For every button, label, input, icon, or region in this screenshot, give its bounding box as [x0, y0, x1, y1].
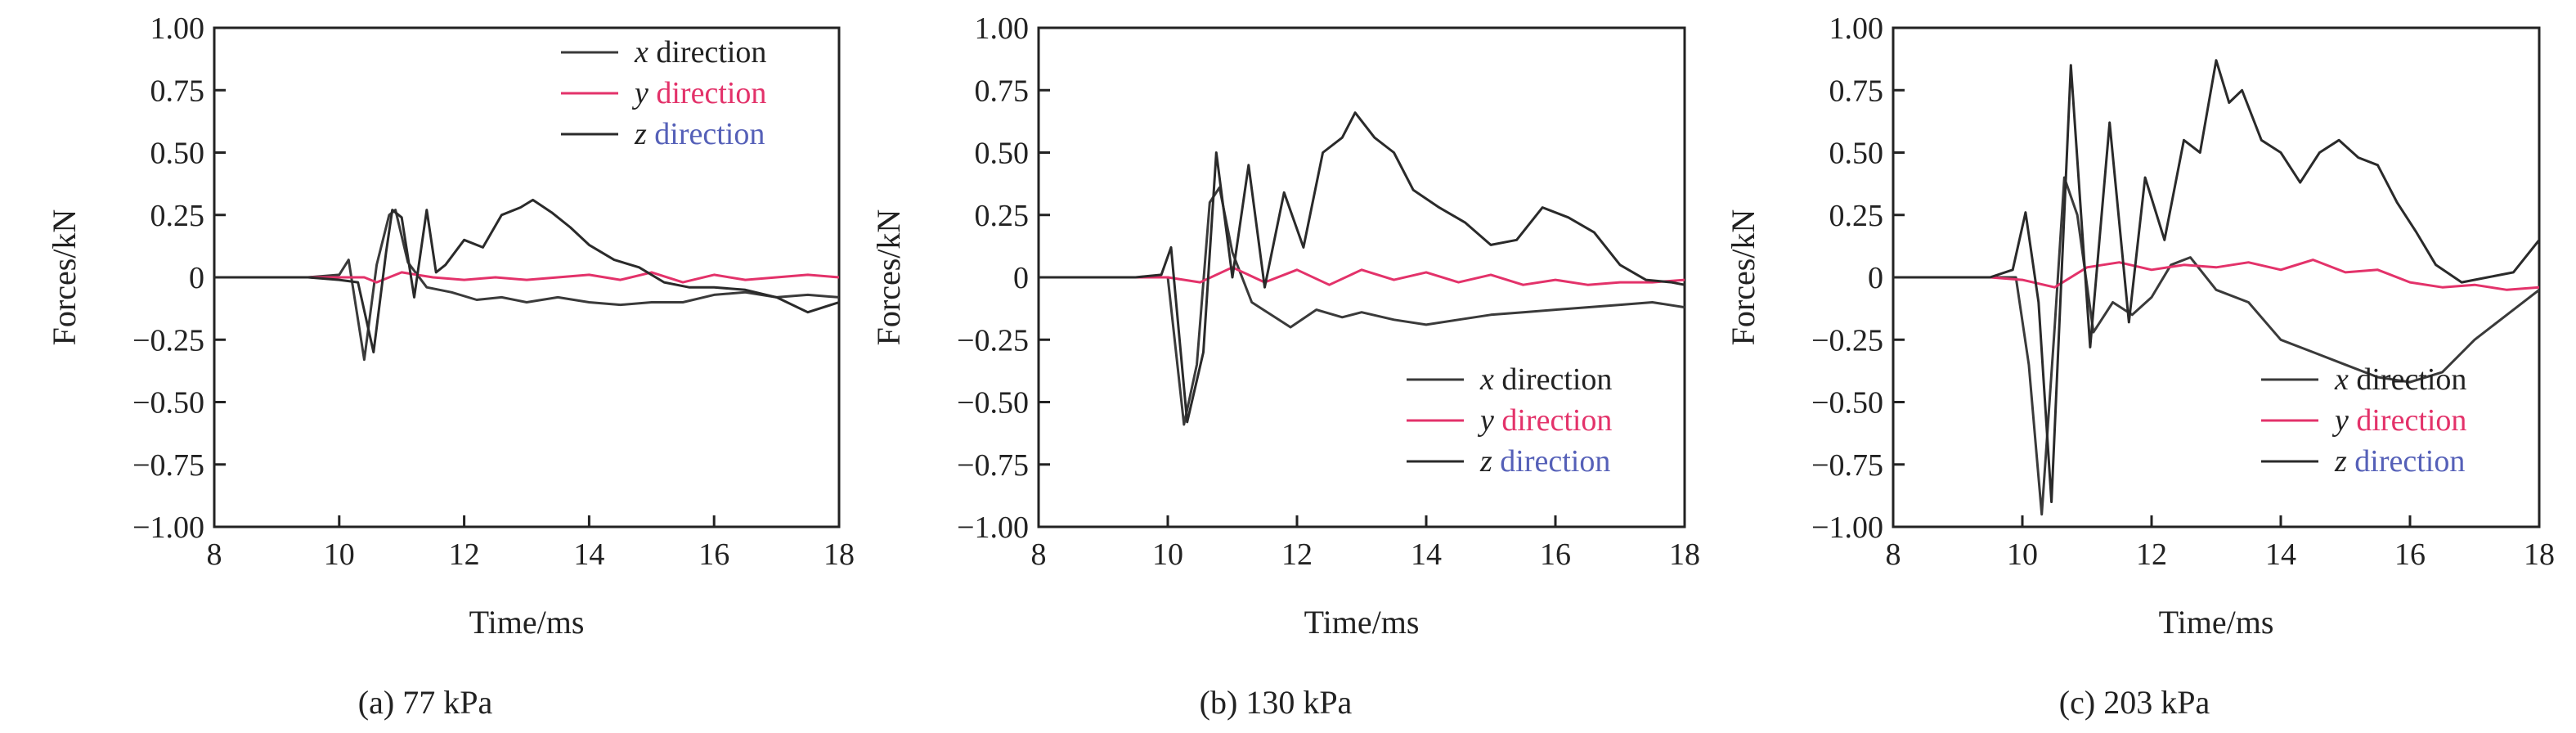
x-tick-label: 14: [2265, 537, 2296, 572]
z-direction-series: [1893, 59, 2539, 503]
y-tick-label: −1.00: [1811, 510, 1883, 545]
legend-entry-y: y direction: [2331, 403, 2466, 438]
legend-text: direction: [647, 117, 765, 151]
x-tick-label: 10: [2007, 537, 2038, 572]
x-tick-label: 8: [1031, 537, 1047, 572]
y-axis-label: Forces/kN: [46, 209, 83, 346]
x-tick-label: 10: [1152, 537, 1183, 572]
legend-entry-z: z direction: [2334, 444, 2465, 479]
x-tick-label: 8: [1886, 537, 1901, 572]
y-tick-label: 0: [189, 261, 204, 295]
x-tick-label: 12: [449, 537, 480, 572]
legend-text: direction: [648, 76, 767, 110]
y-tick-label: −0.25: [1811, 323, 1883, 358]
y-direction-series: [214, 271, 839, 284]
legend-entry-y: y direction: [1477, 403, 1612, 438]
y-tick-label: −0.75: [1811, 448, 1883, 483]
y-tick-label: −1.00: [132, 510, 204, 545]
y-tick-label: −0.50: [957, 386, 1029, 420]
y-tick-label: −0.25: [132, 323, 204, 358]
y-tick-label: 0.50: [150, 137, 205, 171]
x-tick-label: 8: [207, 537, 222, 572]
x-tick-label: 12: [1281, 537, 1313, 572]
x-direction-series: [1039, 186, 1685, 426]
legend-text: direction: [648, 35, 767, 70]
y-tick-label: 0.50: [1829, 137, 1884, 171]
legend-text: direction: [2349, 362, 2467, 397]
panel-caption: (c) 203 kPa: [2059, 684, 2210, 721]
legend-var: x: [1479, 362, 1494, 397]
chart-panel-1: 1.00 0.75 0.50 0.25 0 −0.25 −0.50 −0.75 −1.008 10…: [46, 11, 855, 721]
legend-var: x: [634, 35, 648, 70]
legend-entry-z: z direction: [634, 117, 765, 151]
x-tick-label: 14: [1411, 537, 1442, 572]
legend-var: z: [634, 117, 647, 151]
legend-entry-y: y direction: [631, 76, 766, 110]
y-tick-label: 0: [1868, 261, 1883, 295]
x-tick-label: 10: [324, 537, 355, 572]
legend-var: y: [1477, 403, 1494, 438]
y-tick-label: −0.75: [132, 448, 204, 483]
y-tick-label: 0: [1013, 261, 1029, 295]
chart-panel-2: 1.00 0.75 0.50 0.25 0 −0.25 −0.50 −0.75 −1.008 10…: [870, 11, 1700, 721]
y-tick-label: 0.25: [975, 199, 1030, 233]
x-tick-label: 18: [824, 537, 855, 572]
legend-entry-x: x direction: [2334, 362, 2466, 397]
x-tick-label: 18: [2524, 537, 2555, 572]
x-tick-label: 14: [573, 537, 604, 572]
y-axis-label: Forces/kN: [1725, 209, 1761, 346]
y-tick-label: 0.75: [975, 74, 1030, 108]
x-axis-label: Time/ms: [1304, 604, 1420, 641]
y-tick-label: 0.75: [150, 74, 205, 108]
panels-root: 1.000.750.500.250−0.25−0.50−0.75−1.008 10…: [46, 11, 2555, 721]
x-direction-series: [1893, 176, 2539, 516]
legend-text: direction: [2349, 403, 2467, 438]
y-axis-label: Forces/kN: [870, 209, 907, 346]
z-direction-series: [1039, 111, 1685, 424]
legend-entry-z: z direction: [1479, 444, 1610, 479]
x-axis-label: Time/ms: [2159, 604, 2274, 641]
y-direction-series: [1893, 259, 2539, 291]
x-tick-label: 16: [698, 537, 729, 572]
y-tick-label: 1.00: [150, 11, 205, 46]
y-tick-label: 0.50: [975, 137, 1030, 171]
x-tick-label: 16: [2394, 537, 2426, 572]
y-tick-label: 0.25: [150, 199, 205, 233]
z-direction-series: [214, 198, 839, 353]
legend-var: y: [2331, 403, 2349, 438]
panel-caption: (b) 130 kPa: [1200, 684, 1353, 721]
legend-var: y: [631, 76, 648, 110]
legend-entry-x: x direction: [1479, 362, 1612, 397]
legend-var: z: [1479, 444, 1492, 479]
y-tick-label: 0.25: [1829, 199, 1884, 233]
legend-text: direction: [1492, 444, 1611, 479]
legend-var: z: [2334, 444, 2347, 479]
x-tick-label: 12: [2136, 537, 2167, 572]
x-tick-label: 18: [1669, 537, 1700, 572]
panel-caption: (a) 77 kPa: [358, 684, 493, 721]
y-tick-label: −1.00: [957, 510, 1029, 545]
x-direction-series: [214, 209, 839, 362]
y-direction-series: [1039, 266, 1685, 286]
y-tick-label: 1.00: [975, 11, 1030, 46]
legend-var: x: [2334, 362, 2349, 397]
y-tick-label: −0.50: [132, 386, 204, 420]
legend-text: direction: [1494, 362, 1613, 397]
legend-entry-x: x direction: [634, 35, 766, 70]
y-tick-label: −0.25: [957, 323, 1029, 358]
legend-text: direction: [1494, 403, 1613, 438]
y-tick-label: 1.00: [1829, 11, 1884, 46]
chart-panel-3: 1.00 0.75 0.50 0.25 0 −0.25 −0.50 −0.75 −1.008 10…: [1725, 11, 2555, 721]
y-tick-label: 0.75: [1829, 74, 1884, 108]
y-tick-label: −0.75: [957, 448, 1029, 483]
legend-text: direction: [2347, 444, 2466, 479]
y-tick-label: −0.50: [1811, 386, 1883, 420]
x-tick-label: 16: [1540, 537, 1571, 572]
x-axis-label: Time/ms: [469, 604, 585, 641]
